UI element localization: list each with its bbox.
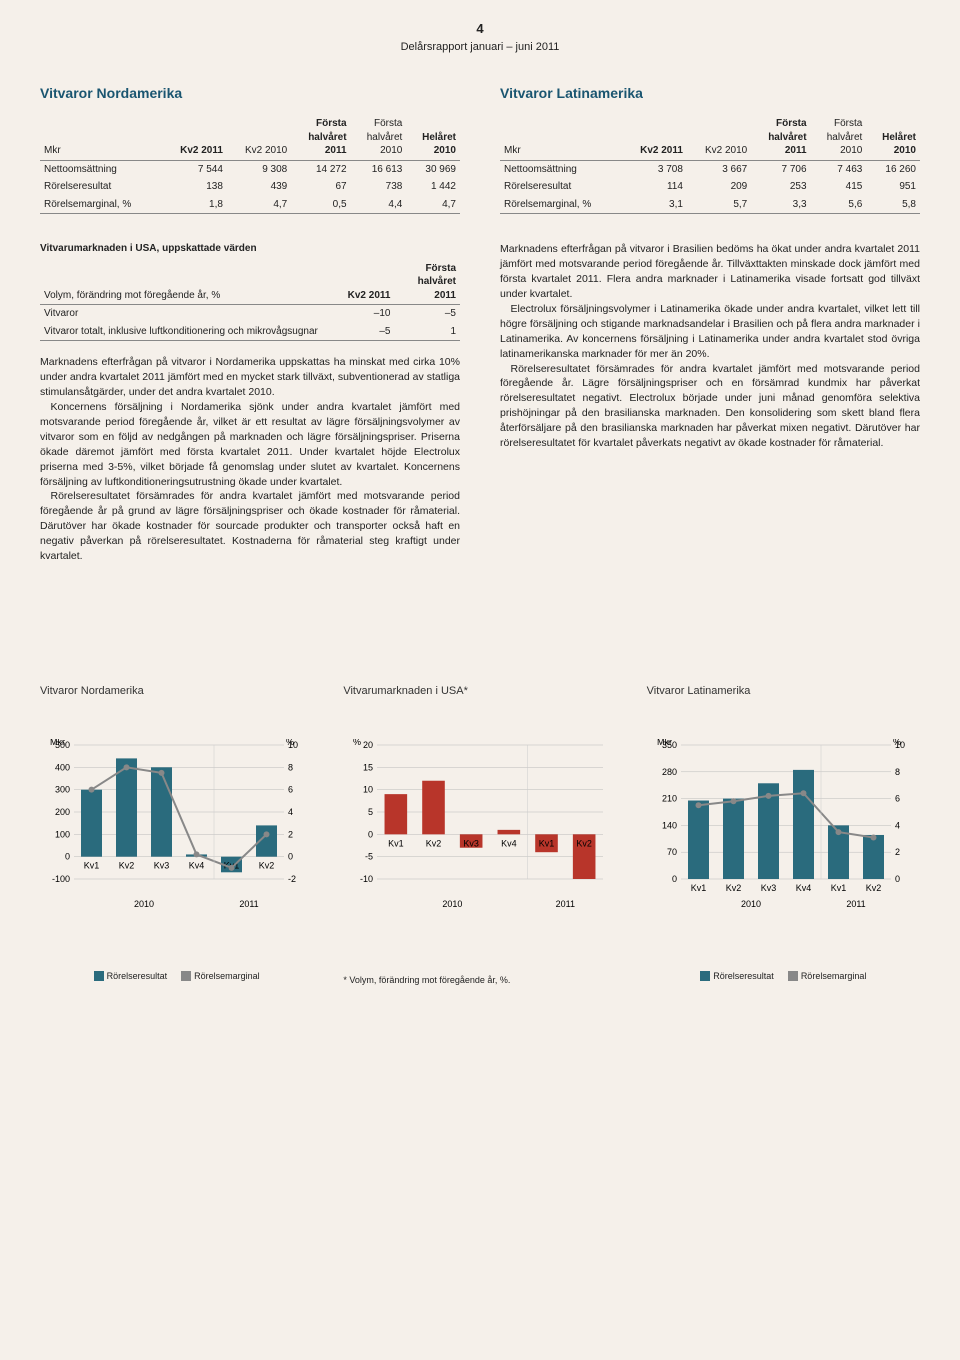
svg-text:-100: -100 (52, 874, 70, 884)
usa-table-title: Vitvarumarknaden i USA, uppskattade värd… (40, 242, 460, 256)
left-table-wrap: MkrKv2 2011Kv2 2010Förstahalvåret2011För… (40, 115, 460, 214)
left-body-col: Vitvarumarknaden i USA, uppskattade värd… (40, 242, 460, 564)
svg-text:Kv1: Kv1 (84, 860, 100, 870)
svg-text:Kv2: Kv2 (865, 883, 881, 893)
usa-table: Volym, förändring mot föregående år, %Kv… (40, 260, 460, 342)
svg-text:2010: 2010 (741, 899, 761, 909)
svg-text:Kv4: Kv4 (501, 838, 517, 848)
svg-text:Kv3: Kv3 (760, 883, 776, 893)
svg-text:100: 100 (55, 829, 70, 839)
svg-text:Kv2: Kv2 (259, 860, 275, 870)
svg-text:Kv2: Kv2 (577, 838, 593, 848)
svg-text:Kv1: Kv1 (388, 838, 404, 848)
svg-text:4: 4 (288, 807, 293, 817)
chart2-col: Vitvarumarknaden i USA* % -10 -5 0 5 10 15 20 Kv… (343, 684, 616, 986)
svg-text:-2: -2 (288, 874, 296, 884)
svg-text:2010: 2010 (134, 899, 154, 909)
right-title: Vitvaror Latinamerika (500, 84, 920, 103)
svg-text:2011: 2011 (846, 899, 865, 909)
svg-text:0: 0 (895, 874, 900, 884)
left-body-text: Marknadens efterfrågan på vitvaror i Nor… (40, 355, 460, 564)
chart3: Mkr%0701402102803500246810Kv1Kv2Kv3Kv4Kv… (647, 739, 920, 982)
chart2-title: Vitvarumarknaden i USA* (343, 684, 616, 699)
svg-text:0: 0 (672, 874, 677, 884)
svg-text:200: 200 (55, 807, 70, 817)
svg-text:0: 0 (288, 851, 293, 861)
svg-text:10: 10 (363, 784, 373, 794)
left-col: Vitvaror Nordamerika MkrKv2 2011Kv2 2010… (40, 84, 460, 214)
right-col: Vitvaror Latinamerika MkrKv2 2011Kv2 201… (500, 84, 920, 214)
svg-text:6: 6 (895, 793, 900, 803)
svg-text:15: 15 (363, 762, 373, 772)
svg-text:350: 350 (662, 740, 677, 750)
svg-text:10: 10 (895, 740, 905, 750)
svg-text:2: 2 (288, 829, 293, 839)
svg-text:10: 10 (288, 740, 298, 750)
svg-text:4: 4 (895, 820, 900, 830)
svg-text:-5: -5 (365, 851, 373, 861)
svg-text:-10: -10 (360, 874, 373, 884)
svg-text:0: 0 (368, 829, 373, 839)
svg-text:0: 0 (65, 851, 70, 861)
page: 4 Delårsrapport januari – juni 2011 Vitv… (0, 0, 960, 1016)
svg-text:2011: 2011 (556, 899, 575, 909)
svg-text:Kv1: Kv1 (539, 838, 555, 848)
svg-text:70: 70 (667, 847, 677, 857)
svg-text:Kv1: Kv1 (690, 883, 706, 893)
svg-text:20: 20 (363, 740, 373, 750)
svg-text:2010: 2010 (443, 899, 463, 909)
svg-text:Kv2: Kv2 (725, 883, 741, 893)
svg-text:8: 8 (288, 762, 293, 772)
svg-text:400: 400 (55, 762, 70, 772)
svg-text:Kv3: Kv3 (464, 838, 480, 848)
left-title: Vitvaror Nordamerika (40, 84, 460, 103)
page-subtitle: Delårsrapport januari – juni 2011 (40, 40, 920, 55)
svg-text:2: 2 (895, 847, 900, 857)
svg-text:2011: 2011 (239, 899, 258, 909)
svg-text:300: 300 (55, 784, 70, 794)
charts-row: Vitvaror Nordamerika Mkr%-10001002003004… (40, 684, 920, 986)
chart3-col: Vitvaror Latinamerika Mkr%07014021028035… (647, 684, 920, 986)
chart1-col: Vitvaror Nordamerika Mkr%-10001002003004… (40, 684, 313, 986)
svg-text:Kv4: Kv4 (795, 883, 811, 893)
svg-text:6: 6 (288, 784, 293, 794)
svg-text:500: 500 (55, 740, 70, 750)
right-body-col: Marknadens efterfrågan på vitvaror i Bra… (500, 242, 920, 564)
body-row: Vitvarumarknaden i USA, uppskattade värd… (40, 242, 920, 564)
svg-text:Kv3: Kv3 (154, 860, 170, 870)
chart1: Mkr%-1000100200300400500-20246810Kv1Kv2K… (40, 739, 313, 982)
svg-text:%: % (353, 739, 361, 747)
svg-text:140: 140 (662, 820, 677, 830)
svg-text:8: 8 (895, 767, 900, 777)
chart1-title: Vitvaror Nordamerika (40, 684, 313, 699)
chart3-title: Vitvaror Latinamerika (647, 684, 920, 699)
right-table-wrap: MkrKv2 2011Kv2 2010Förstahalvåret2011För… (500, 115, 920, 214)
svg-text:Kv2: Kv2 (426, 838, 442, 848)
chart2: % -10 -5 0 5 10 15 20 Kv1 Kv2 Kv3 Kv4 Kv1 Kv2 2010 2011… (343, 739, 616, 986)
svg-text:Kv1: Kv1 (830, 883, 846, 893)
right-body-text: Marknadens efterfrågan på vitvaror i Bra… (500, 242, 920, 451)
top-tables-row: Vitvaror Nordamerika MkrKv2 2011Kv2 2010… (40, 84, 920, 214)
svg-text:Kv2: Kv2 (119, 860, 135, 870)
svg-text:Kv4: Kv4 (189, 860, 205, 870)
svg-text:280: 280 (662, 767, 677, 777)
page-number: 4 (40, 20, 920, 38)
svg-text:5: 5 (368, 807, 373, 817)
svg-text:210: 210 (662, 793, 677, 803)
